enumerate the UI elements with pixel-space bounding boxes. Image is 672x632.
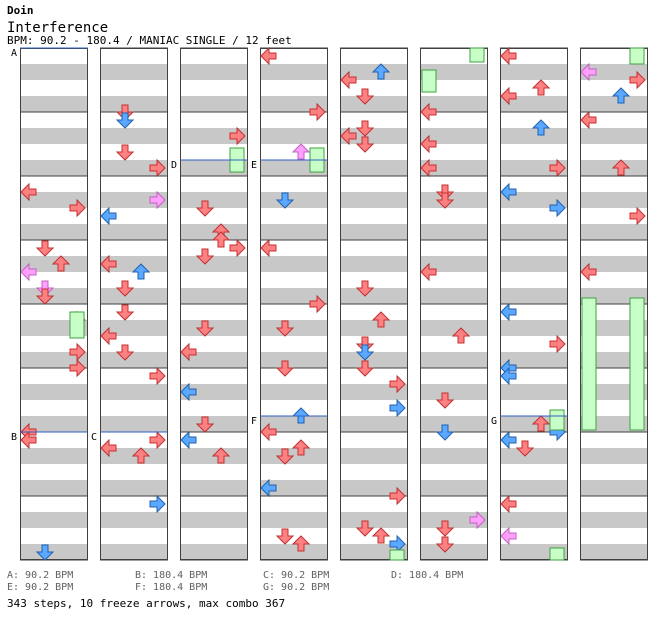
song-title: Interference — [7, 20, 109, 36]
bpm-marker-label: D — [171, 160, 177, 171]
measure-column — [180, 47, 248, 561]
bpm-marker-label: E — [251, 160, 257, 171]
freeze-arrow — [629, 47, 645, 65]
bpm-marker: D — [171, 159, 248, 171]
bpm-marker: G — [491, 415, 568, 427]
bpm-legend-f: F: 180.4 BPM — [135, 582, 208, 593]
freeze-arrow — [549, 409, 565, 431]
bpm-legend-a: A: 90.2 BPM — [7, 570, 74, 581]
freeze-arrow — [389, 549, 405, 561]
freeze-arrow — [629, 297, 645, 431]
measure-column — [420, 47, 488, 561]
bpm-marker: E — [251, 159, 328, 171]
bpm-legend-c: C: 90.2 BPM — [263, 570, 330, 581]
bpm-marker-label: C — [91, 432, 97, 443]
bpm-legend-b: B: 180.4 BPM — [135, 570, 208, 581]
bpm-legend-e: E: 90.2 BPM — [7, 582, 74, 593]
bpm-marker-label: B — [11, 432, 17, 443]
freeze-arrow — [549, 547, 565, 561]
bpm-marker: A — [11, 47, 88, 59]
bpm-legend-d: D: 180.4 BPM — [391, 570, 464, 581]
bpm-marker-label: G — [491, 416, 497, 427]
measure-column — [260, 47, 328, 561]
measure-column — [340, 47, 408, 561]
freeze-arrow — [421, 69, 437, 93]
freeze-arrow — [469, 47, 485, 63]
bpm-legend-g: G: 90.2 BPM — [263, 582, 330, 593]
bpm-marker: C — [91, 431, 168, 443]
measure-column — [20, 47, 88, 561]
freeze-arrow — [581, 297, 597, 431]
measure-column — [500, 47, 568, 561]
bpm-marker-label: A — [11, 48, 17, 59]
bpm-marker: B — [11, 431, 88, 443]
measure-column — [100, 47, 168, 561]
freeze-arrow — [69, 311, 85, 339]
bpm-marker: F — [251, 415, 328, 427]
bpm-marker-label: F — [251, 416, 257, 427]
chart-stats: 343 steps, 10 freeze arrows, max combo 3… — [7, 597, 286, 610]
chart-info: BPM: 90.2 - 180.4 / MANIAC SINGLE / 12 f… — [7, 34, 292, 47]
artist-name: Doin — [7, 4, 34, 17]
